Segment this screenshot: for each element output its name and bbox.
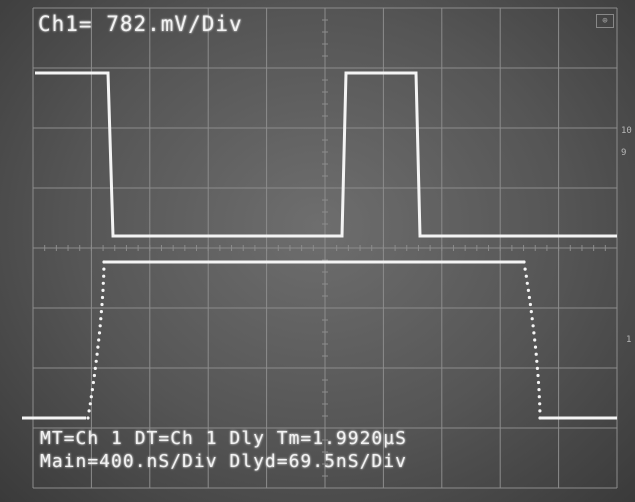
waveform-dot (102, 267, 106, 271)
waveform-dot (536, 380, 541, 385)
waveform-dot (101, 288, 105, 292)
waveform-dot (96, 345, 100, 349)
waveform-dot (98, 324, 102, 328)
waveform-dot (535, 359, 539, 363)
waveform-dot (531, 324, 535, 328)
waveform-dot (91, 380, 95, 385)
waveform-dot (100, 302, 104, 307)
status-indicator-icon: ⊕ (596, 14, 614, 28)
waveform-dot (536, 373, 540, 378)
waveform-dot (530, 317, 534, 321)
waveform-dot (538, 409, 542, 413)
waveform-dot (100, 295, 105, 300)
waveform-dot (533, 345, 538, 349)
waveform-dot (528, 302, 533, 307)
waveform-dot (97, 338, 101, 342)
waveform-dot (97, 331, 102, 335)
waveform-dot (99, 317, 103, 321)
timebase-readout: Main=400.nS/Div Dlyd=69.5nS/Div (40, 451, 407, 472)
edge-mark: 1 (626, 335, 632, 345)
waveform-dot (86, 416, 90, 420)
waveform-dot (529, 310, 533, 314)
waveform-dot (525, 281, 529, 285)
waveform-dot (102, 274, 106, 278)
waveform-dot (538, 402, 542, 406)
waveform-trace-upper (35, 71, 617, 238)
waveform-dot (101, 281, 105, 285)
waveform-dot (523, 267, 527, 271)
trigger-info-readout: MT=Ch 1 DT=Ch 1 Dly Tm=1.9920µS (40, 428, 407, 449)
waveform-dot (538, 416, 542, 420)
edge-mark: 10 (621, 126, 632, 136)
waveform-dot (89, 395, 93, 399)
waveform-trace-lower (22, 260, 617, 420)
waveform-dot (94, 359, 98, 363)
waveform-dot (102, 260, 106, 264)
waveform-dot (534, 352, 538, 356)
edge-mark: 9 (621, 148, 627, 158)
waveform-dot (90, 388, 94, 392)
waveform-dot (532, 331, 536, 335)
waveform-dot (526, 288, 531, 292)
waveform-dot (93, 366, 97, 370)
waveform-dot (522, 260, 526, 264)
channel-scale-readout: Ch1= 782.mV/Div (38, 12, 243, 36)
waveform-dot (99, 310, 103, 314)
center-axis-ticks (32, 7, 618, 489)
waveform-dot (88, 402, 92, 406)
waveform-dot (95, 352, 99, 356)
waveform-dot (87, 409, 91, 413)
waveform-dot (533, 338, 537, 342)
waveform-dot (524, 274, 528, 278)
waveform-dot (527, 295, 532, 300)
waveform-dot (92, 373, 96, 378)
waveform-dot (535, 366, 540, 370)
waveform-edge-dots (86, 260, 542, 420)
waveform-dot (537, 388, 541, 392)
waveform-dot (537, 395, 541, 399)
